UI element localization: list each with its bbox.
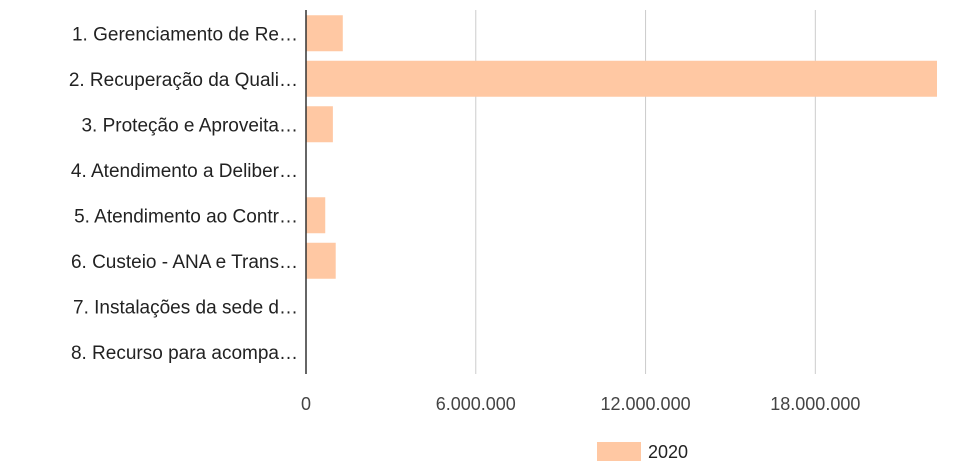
bar[interactable] (306, 106, 333, 143)
bar[interactable] (306, 197, 326, 234)
category-label: 5. Atendimento ao Contr… (74, 206, 298, 227)
x-tick-label: 6.000.000 (436, 394, 516, 414)
category-label: 1. Gerenciamento de Re… (72, 24, 298, 45)
bar[interactable] (306, 242, 336, 279)
x-tick-label: 0 (301, 394, 311, 414)
x-tick-label: 12.000.000 (601, 394, 691, 414)
category-label: 8. Recurso para acompa… (71, 343, 298, 364)
category-label: 6. Custeio - ANA e Trans… (71, 252, 298, 273)
bar[interactable] (306, 60, 937, 97)
x-tick-label: 18.000.000 (770, 394, 860, 414)
legend-swatch (597, 442, 641, 461)
category-label: 7. Instalações da sede d… (73, 297, 298, 318)
legend-label: 2020 (648, 442, 688, 462)
bar[interactable] (306, 15, 343, 52)
category-label: 3. Proteção e Aproveita… (81, 115, 298, 136)
legend[interactable]: 2020 (597, 442, 688, 462)
bars (306, 15, 937, 279)
category-label: 2. Recuperação da Quali… (69, 70, 298, 91)
category-labels: 1. Gerenciamento de Re… 2. Recuperação da… (69, 24, 298, 364)
x-axis-tick-labels: 0 6.000.000 12.000.000 18.000.000 (301, 394, 860, 414)
category-label: 4. Atendimento a Deliber… (71, 161, 298, 182)
